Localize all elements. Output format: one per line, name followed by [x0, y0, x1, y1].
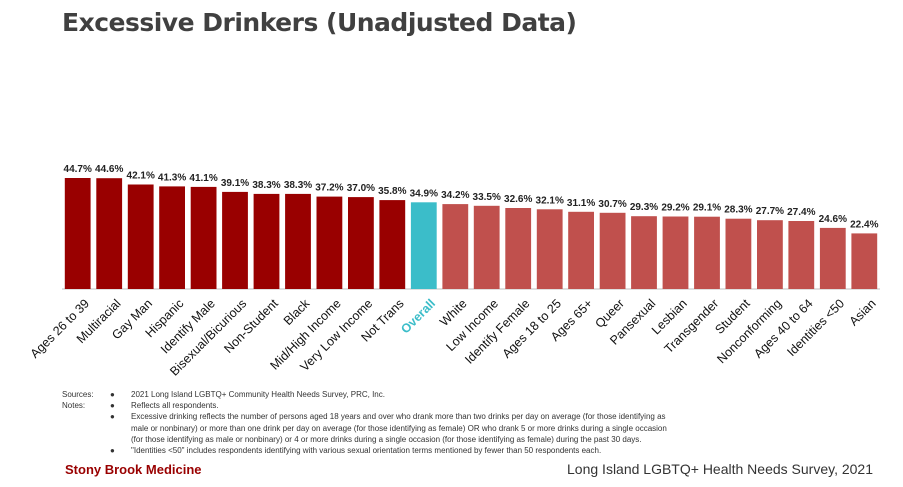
bar	[473, 205, 500, 289]
bar	[819, 227, 846, 289]
bullet: ●	[110, 445, 115, 455]
data-label: 38.3%	[252, 180, 280, 191]
bar	[536, 209, 563, 289]
bar	[442, 204, 469, 289]
note-text: Excessive drinking reflects the number o…	[131, 412, 666, 422]
chart-title: Excessive Drinkers (Unadjusted Data)	[62, 8, 577, 37]
bar	[631, 216, 657, 289]
bar	[285, 193, 311, 289]
data-label: 34.2%	[441, 190, 469, 201]
data-label: 29.1%	[693, 203, 721, 214]
bar	[662, 216, 689, 289]
bar	[851, 233, 878, 289]
sources-label: Sources:	[62, 390, 94, 399]
bar	[222, 191, 248, 289]
data-label: 38.3%	[284, 180, 312, 191]
data-label: 41.3%	[158, 172, 186, 183]
data-label: 32.6%	[504, 194, 532, 205]
note-text: (for those identifying as male or nonbin…	[131, 434, 642, 444]
data-label: 27.4%	[787, 207, 815, 218]
data-label: 37.2%	[315, 183, 343, 194]
bullet: ●	[110, 401, 115, 411]
data-label: 24.6%	[819, 214, 847, 225]
source-text: 2021 Long Island LGBTQ+ Community Health…	[131, 390, 385, 399]
bar	[190, 186, 217, 289]
data-label: 29.2%	[661, 203, 689, 214]
bullet: ●	[110, 390, 115, 399]
bar	[599, 212, 626, 289]
bar	[505, 208, 532, 289]
data-label: 32.1%	[536, 195, 564, 206]
bar	[253, 193, 280, 289]
footer-survey: Long Island LGBTQ+ Health Needs Survey, …	[567, 461, 873, 477]
data-label: 33.5%	[473, 192, 501, 203]
bar	[757, 220, 783, 289]
bar	[348, 197, 374, 289]
footer-brand: Stony Brook Medicine	[65, 462, 202, 477]
note-text: "Identities <50" includes respondents id…	[131, 445, 602, 455]
bar	[410, 202, 437, 289]
bar	[725, 218, 752, 289]
data-label: 30.7%	[598, 199, 626, 210]
data-label: 34.9%	[410, 188, 438, 199]
bar	[127, 184, 154, 289]
bar-chart: 44.7%Ages 26 to 3944.6%Multiracial42.1%G…	[28, 164, 880, 379]
bar	[64, 178, 91, 289]
bar	[316, 196, 343, 289]
data-label: 39.1%	[221, 178, 249, 189]
data-label: 35.8%	[378, 186, 406, 197]
category-label: Overall	[398, 296, 438, 336]
bar	[568, 211, 594, 289]
data-label: 42.1%	[127, 171, 155, 182]
bar	[788, 221, 815, 289]
data-label: 28.3%	[724, 205, 752, 216]
bar	[159, 186, 185, 289]
data-label: 41.1%	[189, 173, 217, 184]
bar	[96, 178, 123, 289]
data-label: 44.6%	[95, 164, 123, 175]
note-text: Reflects all respondents.	[131, 401, 219, 411]
data-label: 31.1%	[567, 198, 595, 209]
bullet: ●	[110, 412, 115, 422]
data-label: 22.4%	[850, 219, 878, 230]
data-label: 37.0%	[347, 183, 375, 194]
bar	[379, 200, 406, 289]
data-label: 44.7%	[64, 164, 92, 175]
data-label: 29.3%	[630, 202, 658, 213]
note-text: male or nonbinary) or more than one drin…	[131, 423, 667, 433]
notes-label: Notes:	[62, 401, 86, 411]
category-label: Asian	[847, 296, 879, 328]
bar	[694, 216, 720, 289]
data-label: 27.7%	[756, 206, 784, 217]
